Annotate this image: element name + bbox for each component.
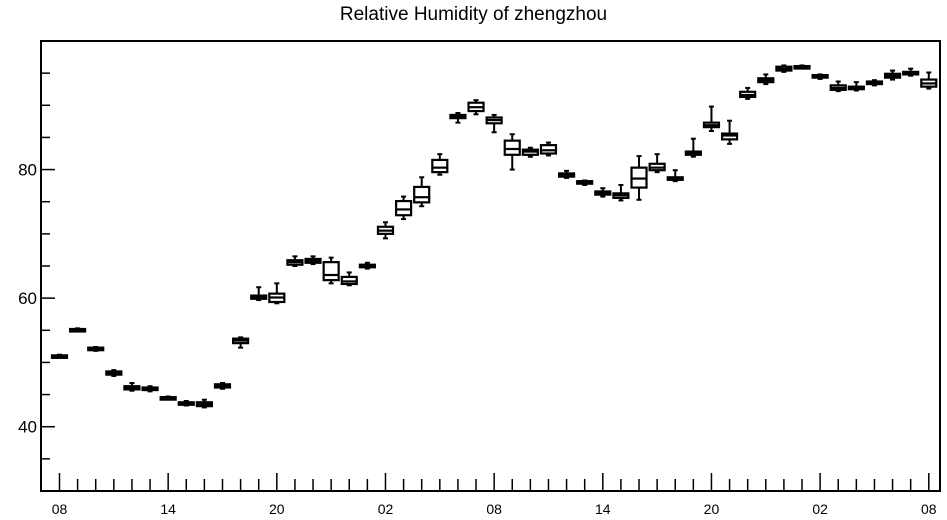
box-13 [286, 255, 304, 267]
box-6 [159, 395, 177, 401]
x-tick-label: 08 [921, 501, 937, 517]
y-tick-label: 80 [18, 161, 37, 180]
box-45 [865, 79, 884, 87]
box-8 [195, 398, 213, 409]
x-tick-label: 08 [486, 501, 502, 517]
y-tick-label: 40 [18, 418, 37, 437]
box-body [431, 158, 449, 174]
box-25 [503, 133, 521, 171]
y-tick-label: 60 [18, 289, 37, 308]
box-48 [920, 71, 938, 90]
box-24 [485, 113, 503, 134]
box-46 [883, 69, 902, 81]
box-27 [539, 141, 558, 157]
x-axis: 08 14 20 02 08 14 20 02 08 [52, 473, 937, 517]
x-tick-label: 20 [704, 501, 720, 517]
box-44 [847, 81, 865, 92]
box-4 [123, 382, 141, 392]
box-12 [268, 282, 286, 305]
x-tick-label: 02 [812, 501, 828, 517]
box-26 [521, 146, 539, 158]
box-5 [141, 385, 159, 393]
box-43 [829, 80, 847, 93]
x-tick-label: 08 [52, 501, 68, 517]
box-18 [376, 221, 395, 240]
box-35 [684, 137, 702, 158]
box-39 [757, 73, 775, 86]
box-22 [449, 112, 467, 124]
box-23 [467, 99, 485, 116]
box-29 [576, 179, 594, 186]
box-20 [413, 176, 431, 208]
x-tick-label: 14 [595, 501, 611, 517]
box-7 [177, 400, 195, 407]
box-30 [594, 187, 612, 198]
box-33 [648, 153, 666, 174]
box-1 [69, 327, 87, 333]
box-19 [394, 195, 413, 221]
box-3 [105, 369, 123, 377]
boxes [50, 64, 938, 409]
box-9 [213, 382, 232, 390]
box-2 [87, 346, 105, 352]
y-axis: 40 60 80 [18, 72, 55, 460]
box-body [394, 199, 413, 217]
x-tick-label: 02 [378, 501, 394, 517]
box-body [503, 139, 521, 156]
box-31 [612, 184, 630, 202]
box-40 [775, 64, 793, 73]
box-11 [250, 286, 268, 302]
box-47 [902, 67, 920, 77]
box-body [413, 185, 431, 204]
box-36 [702, 105, 721, 132]
box-14 [304, 255, 322, 266]
x-tick-label: 14 [160, 501, 176, 517]
x-tick-label: 20 [269, 501, 285, 517]
plot-frame [40, 40, 941, 492]
box-17 [358, 261, 376, 270]
box-28 [557, 169, 576, 179]
box-42 [811, 73, 829, 80]
box-0 [50, 353, 69, 359]
box-38 [739, 86, 757, 100]
chart-title: Relative Humidity of zhengzhou [339, 4, 608, 25]
box-10 [232, 336, 250, 349]
box-34 [666, 169, 684, 183]
box-15 [322, 256, 340, 285]
box-37 [720, 119, 739, 145]
box-16 [340, 271, 358, 287]
box-21 [431, 153, 449, 176]
box-41 [793, 64, 811, 70]
box-body [322, 261, 340, 282]
box-32 [630, 155, 648, 201]
